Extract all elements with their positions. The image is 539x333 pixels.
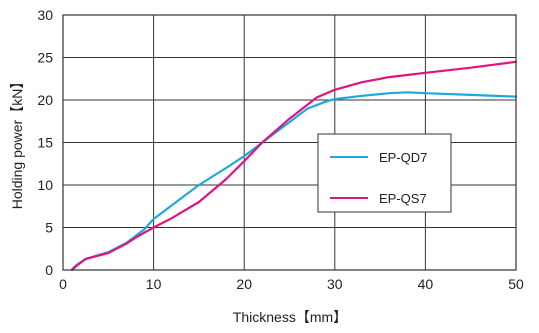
legend-label-ep-qs7: EP-QS7 (379, 191, 427, 206)
x-tick-label: 10 (146, 276, 162, 292)
x-tick-label: 20 (236, 276, 252, 292)
y-tick-label: 0 (45, 262, 53, 278)
x-tick-label: 40 (418, 276, 434, 292)
y-axis-ticks: 0 5 10 15 20 25 30 (37, 7, 53, 278)
series-lines (71, 60, 518, 272)
x-tick-label: 30 (327, 276, 343, 292)
plot-frame (62, 14, 517, 271)
legend: EP-QD7 EP-QS7 (317, 133, 452, 213)
series-line-ep-qs7 (71, 60, 518, 272)
legend-label-ep-qd7: EP-QD7 (379, 150, 427, 165)
y-tick-label: 5 (45, 220, 53, 236)
y-tick-label: 15 (37, 135, 53, 151)
x-axis-ticks: 0 10 20 30 40 50 (59, 276, 524, 292)
y-axis-label: Holding power【kN】 (9, 75, 25, 210)
y-tick-label: 30 (37, 7, 53, 23)
x-tick-label: 0 (59, 276, 67, 292)
y-tick-label: 10 (37, 177, 53, 193)
x-axis-label: Thickness【mm】 (233, 309, 347, 325)
y-tick-label: 20 (37, 92, 53, 108)
y-tick-label: 25 (37, 50, 53, 66)
x-tick-label: 50 (508, 276, 524, 292)
